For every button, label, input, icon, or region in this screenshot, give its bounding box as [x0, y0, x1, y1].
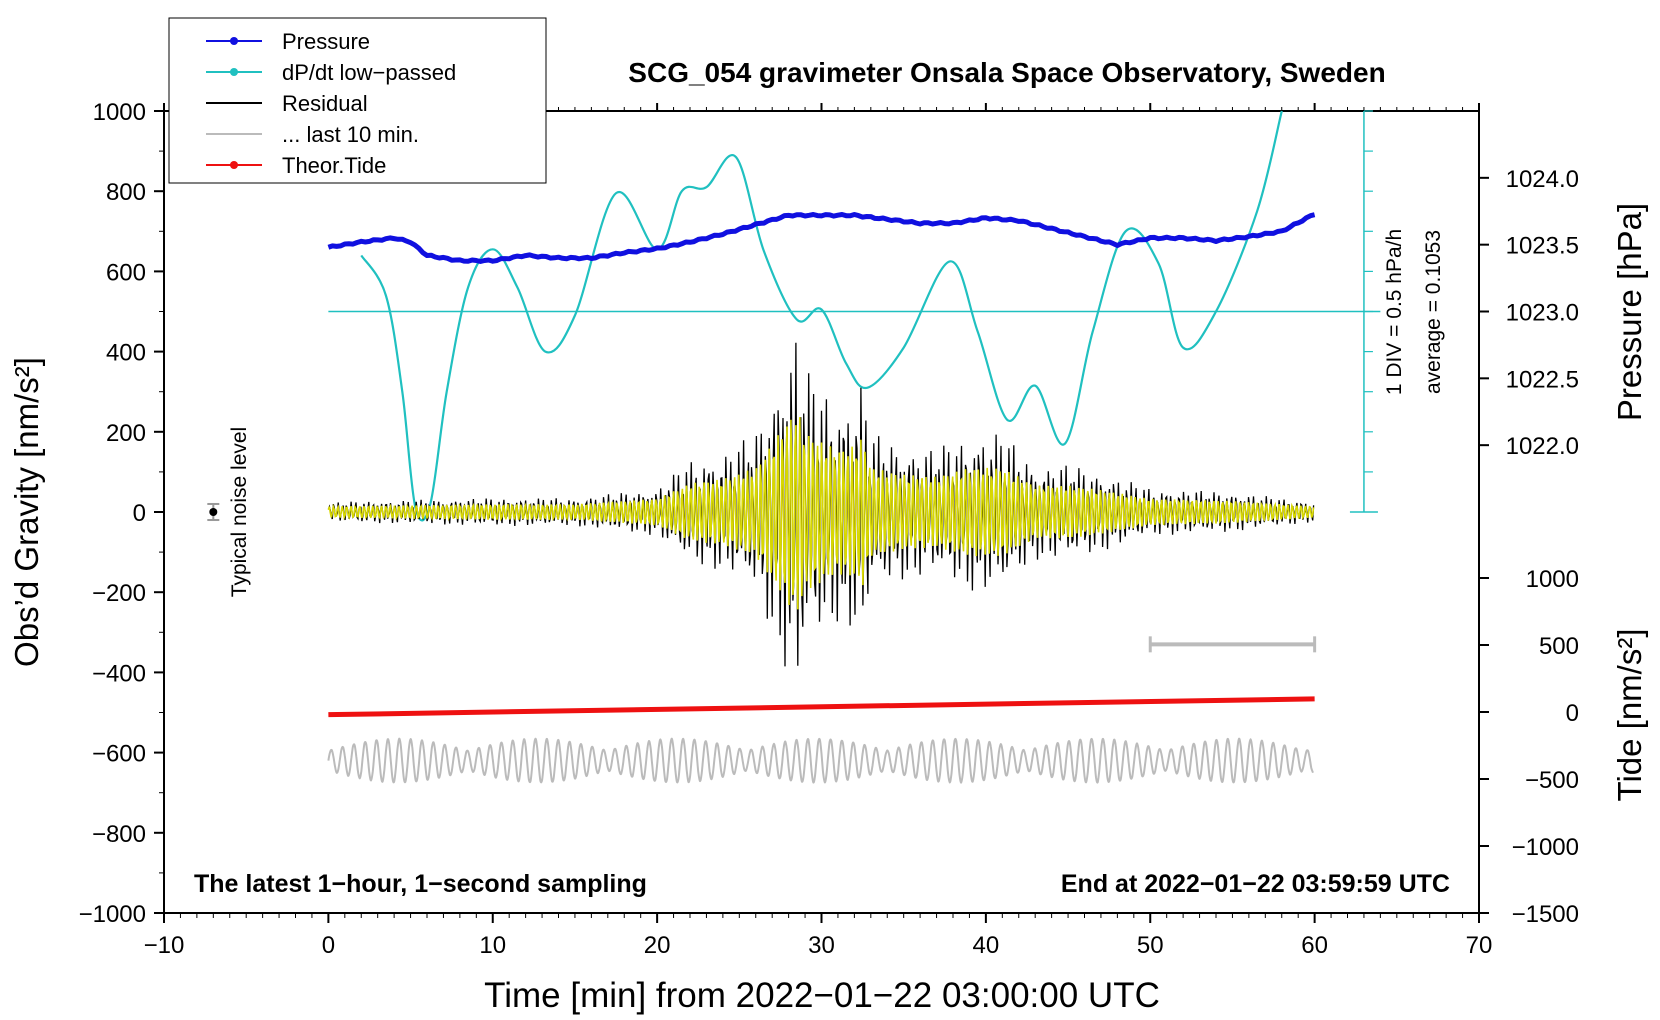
y-tick-label-left: −400: [92, 660, 146, 687]
pressure-tick-label: 1023.0: [1506, 300, 1579, 327]
y-tick-label-left: 200: [106, 420, 146, 447]
tide-tick-label: −500: [1525, 767, 1579, 794]
pressure-tick-label: 1024.0: [1506, 166, 1579, 193]
legend-label: Residual: [282, 91, 368, 116]
y-axis-label-pressure: Pressure [hPa]: [1611, 203, 1648, 421]
x-tick-label: 60: [1301, 932, 1328, 959]
x-tick-label: 50: [1137, 932, 1164, 959]
dpdt-div-label: 1 DIV = 0.5 hPa/h: [1383, 229, 1406, 395]
tide-tick-label: 0: [1566, 700, 1579, 727]
x-tick-label: 30: [808, 932, 835, 959]
y-tick-label-left: 800: [106, 179, 146, 206]
legend-box: [168, 17, 547, 184]
tide-series-line: [328, 696, 1315, 718]
y-tick-label-left: 0: [133, 500, 146, 527]
x-tick-label: 0: [322, 932, 335, 959]
y-tick-label-left: 400: [106, 340, 146, 367]
x-tick-label: 40: [973, 932, 1000, 959]
legend-label: Pressure: [282, 29, 370, 54]
y-axis-label-left: Obs’d Gravity [nm/s²]: [8, 357, 45, 667]
legend-label: dP/dt low−passed: [282, 60, 456, 85]
y-tick-label-left: −800: [92, 821, 146, 848]
annotation-sampling: The latest 1−hour, 1−second sampling: [194, 870, 647, 898]
x-axis-label: Time [min] from 2022−01−22 03:00:00 UTC: [484, 976, 1160, 1015]
y-tick-label-left: −600: [92, 741, 146, 768]
pressure-series-line: [327, 212, 1316, 264]
residual-filtered-line: [327, 417, 1315, 610]
y-tick-label-left: −200: [92, 580, 146, 607]
legend-label: ... last 10 min.: [282, 122, 419, 147]
chart-title: SCG_054 gravimeter Onsala Space Observat…: [628, 57, 1385, 88]
x-tick-label: −10: [144, 932, 185, 959]
x-tick-label: 70: [1466, 932, 1493, 959]
legend-marker: [230, 161, 238, 169]
dpdt-series-line: [360, 110, 1283, 522]
y-tick-label-left: 600: [106, 259, 146, 286]
tide-tick-label: −1000: [1512, 834, 1579, 861]
y-tick-label-left: −1000: [79, 901, 146, 928]
legend-label: Theor.Tide: [282, 153, 386, 178]
tide-tick-label: −1500: [1512, 901, 1579, 928]
pressure-tick-label: 1023.5: [1506, 233, 1579, 260]
noise-marker-dot: [209, 508, 218, 516]
legend-marker: [230, 68, 238, 76]
annotation-end-time: End at 2022−01−22 03:59:59 UTC: [1061, 870, 1450, 898]
dpdt-average-label: average = 0.1053: [1422, 230, 1445, 394]
pressure-tick-label: 1022.0: [1506, 433, 1579, 460]
tide-tick-label: 500: [1539, 633, 1579, 660]
pressure-tick-label: 1022.5: [1506, 366, 1579, 393]
last-10-min-series-line: [327, 737, 1314, 784]
y-axis-label-tide: Tide [nm/s²]: [1611, 629, 1648, 802]
legend-marker: [230, 37, 238, 45]
tide-tick-label: 1000: [1526, 566, 1579, 593]
noise-level-label: Typical noise level: [228, 427, 251, 597]
legend: Pressure dP/dt low−passed Residual ... last…: [168, 17, 547, 184]
y-tick-label-left: 1000: [93, 99, 146, 126]
x-tick-label: 10: [479, 932, 506, 959]
x-tick-label: 20: [644, 932, 671, 959]
